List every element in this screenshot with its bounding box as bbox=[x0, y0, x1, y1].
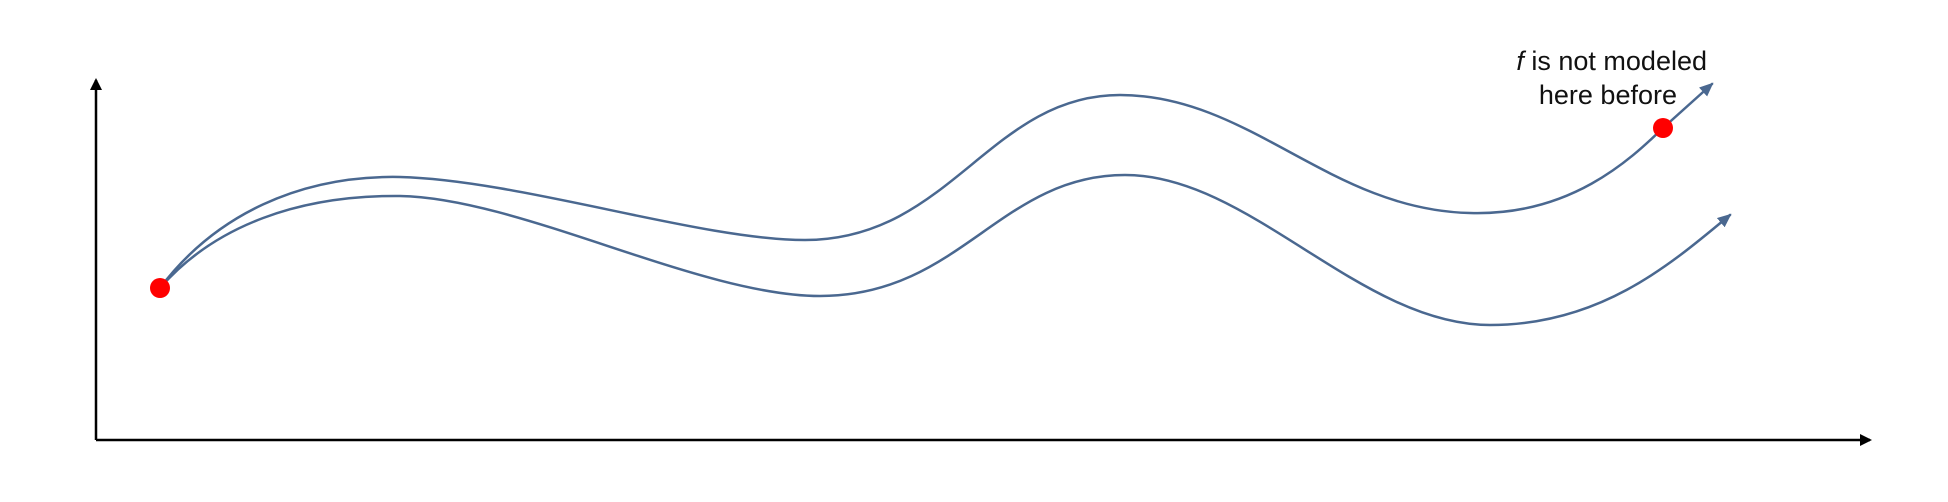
annotation: f is not modeled here before bbox=[1516, 46, 1707, 110]
axes bbox=[90, 78, 1872, 446]
start-point bbox=[150, 278, 170, 298]
annotation-line-1: f is not modeled bbox=[1516, 46, 1707, 76]
points bbox=[150, 118, 1673, 298]
end-point bbox=[1653, 118, 1673, 138]
lower-trajectory bbox=[158, 173, 1732, 327]
annotation-line-1-rest: is not modeled bbox=[1524, 46, 1707, 76]
trajectories bbox=[158, 82, 1732, 327]
upper-trajectory bbox=[158, 82, 1714, 290]
function-symbol: f bbox=[1516, 46, 1526, 76]
annotation-line-2: here before bbox=[1539, 80, 1677, 110]
